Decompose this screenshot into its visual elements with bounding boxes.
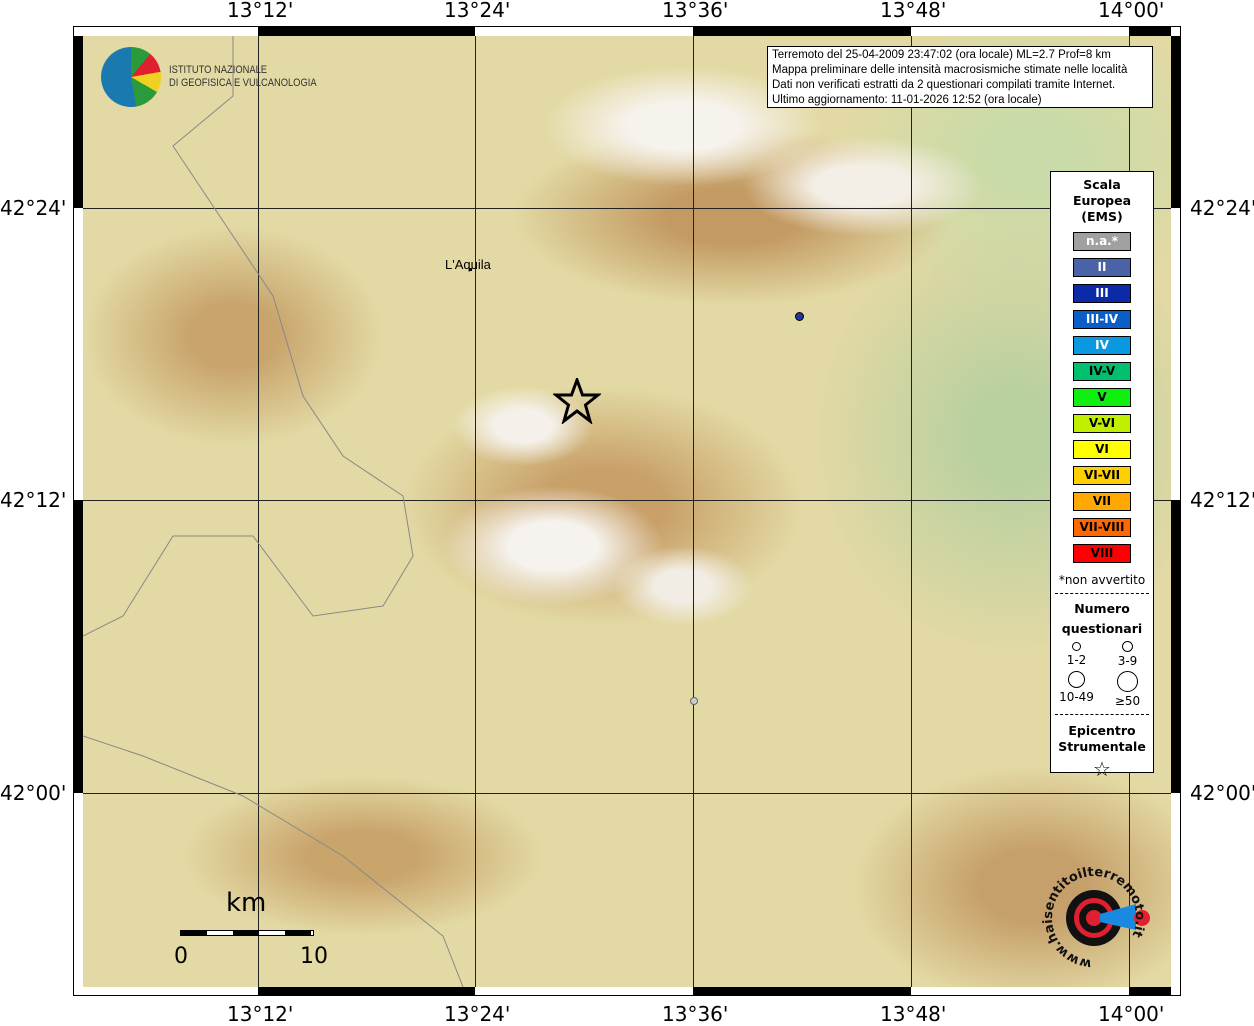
frame-segment <box>1171 36 1181 208</box>
lon-tick-top: 13°48' <box>880 0 947 22</box>
divider <box>1055 593 1149 594</box>
legend-title: Scala Europea (EMS) <box>1051 177 1153 225</box>
ingv-line1: ISTITUTO NAZIONALE <box>169 64 268 76</box>
intensity-swatch: n.a.* <box>1073 232 1131 251</box>
lat-tick-left: 42°12' <box>0 488 67 512</box>
grid-line <box>83 500 1171 501</box>
lon-tick-top: 13°12' <box>227 0 294 22</box>
lon-tick-top: 13°24' <box>444 0 511 22</box>
intensity-swatch: V <box>1073 388 1131 407</box>
intensity-point[interactable] <box>690 697 698 705</box>
place-marker <box>469 268 472 271</box>
region-border <box>83 36 464 987</box>
divider <box>1055 714 1149 715</box>
intensity-swatch: II <box>1073 258 1131 277</box>
lat-tick-right: 42°12' <box>1190 488 1254 512</box>
frame-segment <box>258 987 475 996</box>
grid-line <box>83 208 1171 209</box>
frame-segment <box>1129 26 1171 36</box>
grid-line <box>693 36 694 987</box>
info-line: Mappa preliminare delle intensità macros… <box>772 64 1128 76</box>
questionnaire-range: 1-2 <box>1066 653 1087 667</box>
intensity-swatch: IV <box>1073 336 1131 355</box>
frame-segment <box>73 500 83 793</box>
intensity-swatch: VI-VII <box>1073 466 1131 485</box>
scale-bar <box>180 930 314 936</box>
legend: Scala Europea (EMS) n.a.* II III III-IV IV IV… <box>1050 171 1154 781</box>
terrain-map[interactable] <box>83 36 1171 987</box>
circle-medium-icon <box>1122 641 1133 652</box>
lon-tick-bottom: 13°12' <box>227 1002 294 1026</box>
lon-tick-bottom: 13°24' <box>444 1002 511 1026</box>
frame-segment <box>73 36 83 208</box>
ingv-line2: DI GEOFISICA E VULCANOLOGIA <box>169 77 317 89</box>
intensity-swatch: III <box>1073 284 1131 303</box>
questionnaires-title: Numero <box>1074 601 1130 616</box>
questionnaires-title: questionari <box>1061 621 1143 636</box>
lon-tick-bottom: 13°36' <box>662 1002 729 1026</box>
grid-line <box>475 36 476 987</box>
questionnaire-range: 3-9 <box>1117 654 1138 668</box>
legend-title-line: Europea <box>1072 193 1132 208</box>
questionnaire-range: ≥50 <box>1114 694 1141 708</box>
lat-tick-left: 42°00' <box>0 781 67 805</box>
lat-tick-left: 42°24' <box>0 196 67 220</box>
intensity-swatch: III-IV <box>1073 310 1131 329</box>
legend-title-line: (EMS) <box>1081 209 1123 224</box>
place-label-laquila: L'Aquila <box>445 257 491 272</box>
epicenter-star-icon <box>553 378 601 424</box>
ingv-logo: ISTITUTO NAZIONALE DI GEOFISICA E VULCAN… <box>101 47 317 107</box>
hsit-logo[interactable]: www.haisentitoilterremoto.it <box>1036 860 1156 976</box>
lon-tick-top: 13°36' <box>662 0 729 22</box>
grid-line <box>911 36 912 987</box>
legend-note: *non avvertito <box>1058 573 1146 587</box>
epicenter-title: Epicentro <box>1068 723 1136 738</box>
scale-unit: km <box>226 888 267 918</box>
lat-tick-right: 42°00' <box>1190 781 1254 805</box>
lon-tick-bottom: 13°48' <box>880 1002 947 1026</box>
globe-icon <box>101 47 161 107</box>
intensity-swatch: IV-V <box>1073 362 1131 381</box>
lon-tick-top: 14°00' <box>1098 0 1165 22</box>
info-line: Dati non verificati estratti da 2 questi… <box>772 79 1116 91</box>
intensity-swatch: VII <box>1073 492 1131 511</box>
lon-tick-bottom: 14°00' <box>1098 1002 1165 1026</box>
star-icon: ☆ <box>1093 757 1111 781</box>
intensity-swatch: V-VI <box>1073 414 1131 433</box>
frame-segment <box>693 26 911 36</box>
frame-segment <box>1129 987 1171 996</box>
intensity-swatch: VII-VIII <box>1073 518 1131 537</box>
epicenter-title: Strumentale <box>1058 739 1146 754</box>
grid-line <box>258 36 259 987</box>
intensity-swatch: VI <box>1073 440 1131 459</box>
intensity-swatch: VIII <box>1073 544 1131 563</box>
scale-end: 10 <box>300 944 328 969</box>
circle-xlarge-icon <box>1117 671 1138 692</box>
intensity-scale: n.a.* II III III-IV IV IV-V V V-VI VI VI-VII VII VI… <box>1051 232 1153 563</box>
info-line: Terremoto del 25-04-2009 23:47:02 (ora l… <box>772 49 1111 61</box>
frame-segment <box>1171 500 1181 793</box>
questionnaire-range: 10-49 <box>1059 690 1094 704</box>
lat-tick-right: 42°24' <box>1190 196 1254 220</box>
frame-segment <box>693 987 911 996</box>
event-info-box: Terremoto del 25-04-2009 23:47:02 (ora l… <box>767 46 1153 108</box>
grid-line <box>83 793 1171 794</box>
target-icon: www.haisentitoilterremoto.it <box>1041 865 1150 971</box>
scale-start: 0 <box>174 944 188 969</box>
circle-large-icon <box>1068 671 1085 688</box>
frame-segment <box>258 26 475 36</box>
info-line: Ultimo aggiornamento: 11-01-2026 12:52 (… <box>772 94 1042 106</box>
intensity-point[interactable] <box>795 312 804 321</box>
legend-title-line: Scala <box>1083 177 1121 192</box>
circle-small-icon <box>1072 642 1081 651</box>
